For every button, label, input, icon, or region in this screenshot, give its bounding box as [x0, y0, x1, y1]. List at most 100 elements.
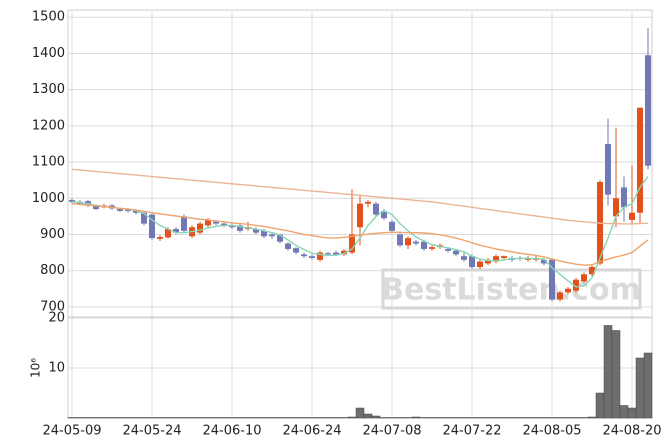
candle-body [581, 274, 587, 282]
volume-bar [179, 417, 189, 419]
y-tick-label: 1000 [32, 191, 65, 206]
volume-bar [371, 415, 381, 419]
volume-bar [347, 416, 357, 419]
candle-body [541, 259, 547, 264]
candle-body [549, 259, 555, 300]
volume-tick-label: 20 [48, 311, 65, 326]
candle-body [141, 212, 147, 224]
volume-bar [211, 417, 221, 419]
volume-bar [523, 417, 533, 419]
volume-bar [579, 417, 589, 419]
candle-body [621, 187, 627, 208]
volume-bar [499, 417, 509, 419]
volume-bar [251, 417, 261, 419]
y-tick-label: 1100 [32, 155, 65, 170]
candle-body [389, 221, 395, 231]
candle-body [133, 210, 139, 213]
volume-bar [611, 330, 621, 419]
volume-bar [259, 417, 269, 419]
volume-bar [635, 357, 645, 419]
candle-body [501, 256, 507, 258]
volume-bar [83, 417, 93, 419]
candle-body [573, 279, 579, 291]
volume-bar [643, 352, 653, 419]
volume-bar [123, 417, 133, 419]
candle-body [301, 254, 307, 257]
volume-bar [443, 417, 453, 419]
candle-body [333, 252, 339, 255]
volume-bar [603, 325, 613, 419]
volume-bar [555, 417, 565, 419]
volume-bar [67, 417, 77, 419]
volume-bar [475, 417, 485, 419]
volume-bar [339, 417, 349, 419]
volume-bar [163, 417, 173, 419]
volume-bar [195, 417, 205, 419]
candle-body [229, 225, 235, 228]
moving-average-line [71, 176, 649, 288]
volume-bar [155, 417, 165, 419]
candle-body [285, 243, 291, 249]
candle-body [93, 206, 99, 210]
volume-bar [235, 417, 245, 419]
volume-bar [379, 417, 389, 419]
candle-body [605, 143, 611, 195]
candle-body [349, 234, 355, 253]
candle-body [429, 247, 435, 249]
volume-bar [467, 417, 477, 419]
volume-bar [243, 417, 253, 419]
candle-body [117, 209, 123, 211]
candle-body [373, 203, 379, 215]
volume-bar [75, 417, 85, 419]
x-tick-label: 24-08-20 [602, 424, 661, 439]
volume-bar [483, 417, 493, 419]
volume-bar [147, 417, 157, 419]
watermark: BestListen.com [381, 273, 641, 308]
candle-body [125, 209, 131, 211]
candle-body [645, 55, 651, 166]
volume-bar [435, 417, 445, 419]
candle-body [341, 250, 347, 255]
volume-bar [571, 417, 581, 419]
candle-body [469, 256, 475, 268]
volume-bar [595, 392, 605, 419]
candle-body [453, 250, 459, 255]
volume-bar [547, 417, 557, 419]
y-tick-label: 1500 [32, 10, 65, 25]
candle-body [325, 253, 331, 255]
volume-bar [227, 417, 237, 419]
candle-body [461, 256, 467, 260]
volume-bar [531, 417, 541, 419]
x-tick-label: 24-06-24 [282, 424, 341, 439]
candle-body [309, 256, 315, 258]
candle-body [485, 259, 491, 264]
volume-bar [403, 417, 413, 419]
volume-bar [395, 417, 405, 419]
volume-bar [171, 417, 181, 419]
volume-bar [515, 417, 525, 419]
volume-bar [219, 417, 229, 419]
volume-bar [187, 417, 197, 419]
volume-bar [411, 416, 421, 419]
y-tick-label: 700 [40, 299, 65, 314]
candle-body [405, 238, 411, 246]
candle-body [565, 288, 571, 293]
candle-body [149, 214, 155, 239]
volume-bar [419, 417, 429, 419]
moving-average-line [71, 202, 649, 266]
x-tick-label: 24-07-08 [362, 424, 421, 439]
volume-bar [299, 417, 309, 419]
volume-bar [459, 417, 469, 419]
y-tick-label: 900 [40, 227, 65, 242]
volume-bar [323, 417, 333, 419]
y-tick-label: 1300 [32, 82, 65, 97]
candle-body [477, 261, 483, 268]
marks [67, 28, 653, 419]
x-tick-label: 24-06-10 [202, 424, 261, 439]
volume-bar [115, 417, 125, 419]
candle-body [269, 234, 275, 237]
volume-bar [203, 417, 213, 419]
candle-body [205, 219, 211, 226]
